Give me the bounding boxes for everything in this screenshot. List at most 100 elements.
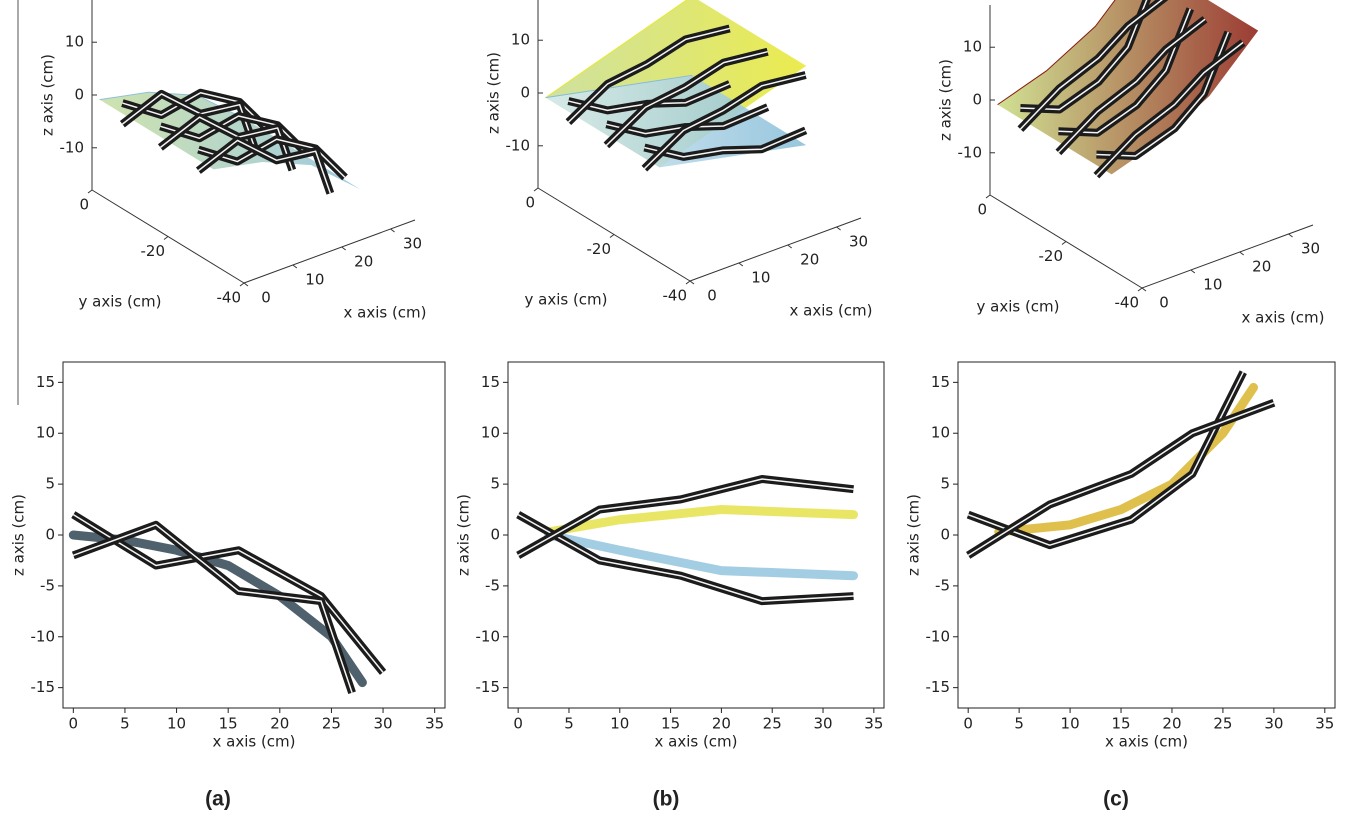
y-tick-label: -5 (40, 576, 55, 594)
strut-highlight (643, 74, 806, 170)
z-tick-label: 0 (74, 86, 84, 104)
strut-highlight (72, 514, 384, 673)
y-tick (239, 282, 245, 287)
y-tick-label: 10 (481, 424, 500, 442)
z-tick-label: 0 (972, 91, 982, 109)
x-tick-label: 35 (425, 715, 444, 733)
y-tick (1137, 287, 1143, 292)
y-tick-label: -20 (587, 240, 612, 258)
z-tick-label: 10 (963, 38, 982, 56)
strut-highlight (517, 513, 854, 602)
x-tick-label: 25 (763, 715, 782, 733)
y-tick-label: -15 (926, 678, 951, 696)
y-tick-label: -5 (485, 576, 500, 594)
x-tick (292, 264, 298, 269)
x-tick-label: 20 (712, 715, 731, 733)
x-tick-label: 0 (513, 715, 523, 733)
y-tick-label: 0 (940, 526, 950, 544)
x-tick-label: 0 (707, 287, 717, 305)
strut-highlight (1058, 8, 1192, 134)
y-tick-label: 0 (977, 201, 987, 219)
surface-ribbon (994, 382, 1258, 537)
y-tick-label: -40 (217, 289, 242, 307)
y-tick-label: -10 (926, 627, 951, 645)
x-tick-label: 15 (1111, 715, 1130, 733)
caption: (c) (1103, 788, 1129, 811)
y-tick-label: -15 (476, 678, 501, 696)
strut-highlight (1020, 0, 1148, 111)
strut-highlight (567, 27, 730, 123)
y-tick-label: 10 (36, 424, 55, 442)
surface-ribbon (544, 530, 859, 581)
z-axis-title: z axis (cm) (937, 59, 955, 141)
z-axis-title: z axis (cm) (39, 54, 57, 136)
x-tick-label: 30 (1301, 240, 1320, 258)
strut-highlight (197, 139, 332, 194)
x-tick-label: 20 (270, 715, 289, 733)
y-tick-label: -15 (31, 678, 56, 696)
y-tick (985, 194, 991, 199)
x-tick-label: 5 (1014, 715, 1024, 733)
x-tick-label: 5 (564, 715, 574, 733)
y-tick-label: 15 (36, 373, 55, 391)
strut (966, 370, 1247, 550)
x-axis-title: x axis (cm) (212, 733, 295, 751)
y-tick (1061, 241, 1067, 245)
x-tick-label: 10 (1203, 276, 1222, 294)
x-tick-label: 25 (322, 715, 341, 733)
y-tick-label: -5 (935, 576, 950, 594)
y-tick-label: 0 (79, 196, 89, 214)
strut (71, 520, 356, 695)
x-tick-label: 5 (120, 715, 130, 733)
strut-highlight (1096, 31, 1230, 157)
x-tick-label: 0 (1159, 294, 1169, 312)
surface-edge (997, 0, 1116, 106)
y-tick (87, 189, 93, 194)
x-tick-label: 10 (751, 269, 770, 287)
x-tick-label: 30 (813, 715, 832, 733)
x-tick-label: 0 (261, 289, 271, 307)
z-tick-label: -10 (506, 136, 531, 154)
x-tick (341, 246, 347, 251)
y-tick (609, 234, 615, 238)
y-tick-label: 10 (931, 424, 950, 442)
x-axis-title: x axis (cm) (789, 302, 872, 320)
x-tick-label: 0 (69, 715, 79, 733)
strut-highlight (967, 402, 1275, 556)
y-tick-label: -20 (141, 242, 166, 260)
y-tick (533, 187, 539, 192)
x-axis-title: x axis (cm) (343, 304, 426, 322)
x-tick (1239, 251, 1245, 256)
y-axis-title: y axis (cm) (524, 291, 607, 309)
x-tick (689, 280, 695, 285)
x-tick (243, 282, 249, 287)
x-tick (390, 228, 395, 233)
z-tick-label: -10 (60, 138, 85, 156)
y-tick-label: -20 (1039, 247, 1064, 265)
y-axis-title: y axis (cm) (976, 298, 1059, 316)
x-tick-label: 10 (305, 271, 324, 289)
surface (545, 75, 807, 168)
strut-highlight (198, 138, 346, 178)
x-axis (689, 217, 862, 282)
z-tick-label: 10 (511, 31, 530, 49)
x-tick-label: 35 (1315, 715, 1334, 733)
x-tick (1190, 269, 1196, 274)
x-tick-label: 20 (1162, 715, 1181, 733)
y-axis-title: z axis (cm) (455, 494, 473, 576)
x-tick (836, 226, 841, 231)
y-tick-label: 15 (481, 373, 500, 391)
y-tick-label: -40 (1115, 294, 1140, 312)
x-axis (243, 219, 416, 284)
x-tick-label: 20 (354, 253, 373, 271)
z-tick-label: -10 (958, 143, 983, 161)
strut-highlight (73, 524, 353, 693)
surface-ribbon (544, 505, 859, 537)
y-tick-label: -10 (31, 627, 56, 645)
z-tick-label: 10 (65, 33, 84, 51)
y-tick-label: 15 (931, 373, 950, 391)
x-axis-title: x axis (cm) (1105, 733, 1188, 751)
x-tick-label: 35 (864, 715, 883, 733)
y-tick-label: -40 (663, 287, 688, 305)
